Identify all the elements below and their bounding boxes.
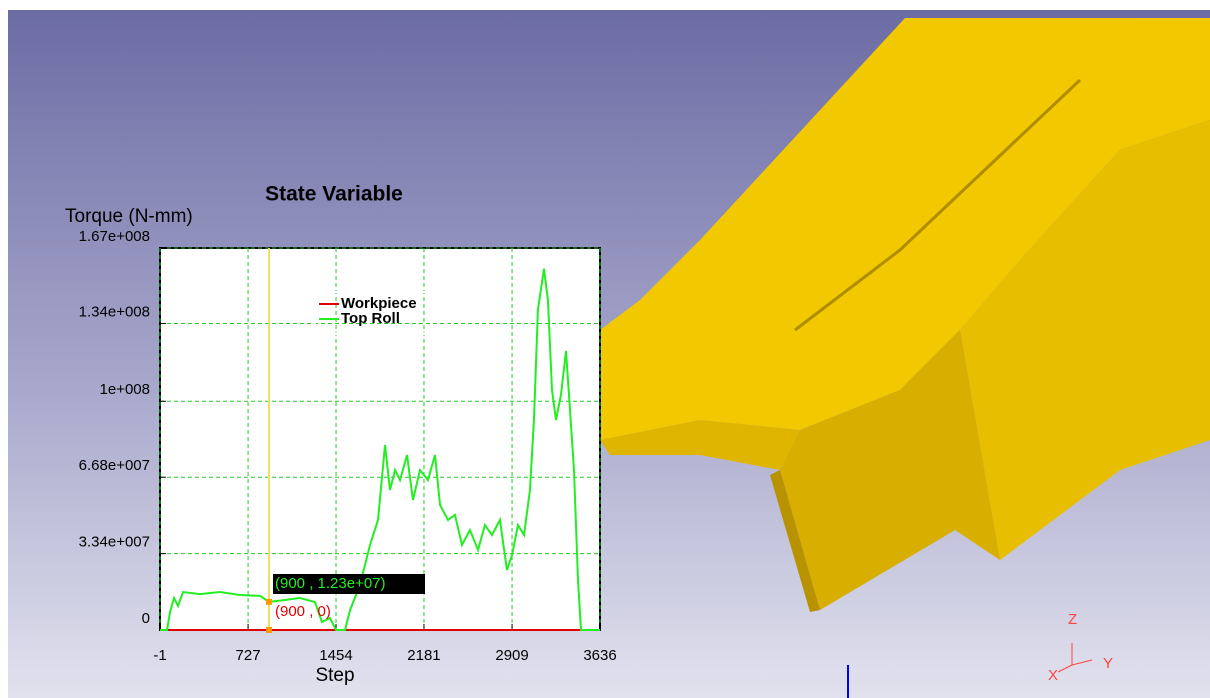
triad-label: Z xyxy=(1068,611,1077,628)
page: Z X Y State Variable Torque (N-mm) Step … xyxy=(0,0,1210,698)
cursor-label: (900 , 0) xyxy=(275,603,331,620)
y-tick-label: 3.34e+007 xyxy=(79,534,150,551)
x-tick-label: 3636 xyxy=(583,647,616,664)
x-tick-label: 727 xyxy=(236,647,261,664)
chart-title: State Variable xyxy=(265,183,403,206)
y-tick-label: 1.34e+008 xyxy=(79,303,150,320)
viewer: Z X Y State Variable Torque (N-mm) Step … xyxy=(0,0,1210,698)
cursor-marker xyxy=(266,599,272,605)
x-tick-label: 2909 xyxy=(495,647,528,664)
y-tick-label: 0 xyxy=(142,610,150,627)
y-tick-label: 6.68e+007 xyxy=(79,457,150,474)
y-tick-label: 1.67e+008 xyxy=(79,228,150,245)
x-tick-label: 1454 xyxy=(319,647,352,664)
x-tick-label: 2181 xyxy=(407,647,440,664)
cursor-label: (900 , 1.23e+07) xyxy=(275,575,386,592)
y-tick-label: 1e+008 xyxy=(100,381,150,398)
x-axis-label: Step xyxy=(315,665,354,686)
legend-label: Top Roll xyxy=(341,310,400,327)
y-axis-label: Torque (N-mm) xyxy=(65,206,193,227)
triad-label: X xyxy=(1048,667,1058,684)
x-tick-label: -1 xyxy=(153,647,166,664)
triad-label: Y xyxy=(1103,655,1113,672)
cursor-marker xyxy=(266,627,272,633)
